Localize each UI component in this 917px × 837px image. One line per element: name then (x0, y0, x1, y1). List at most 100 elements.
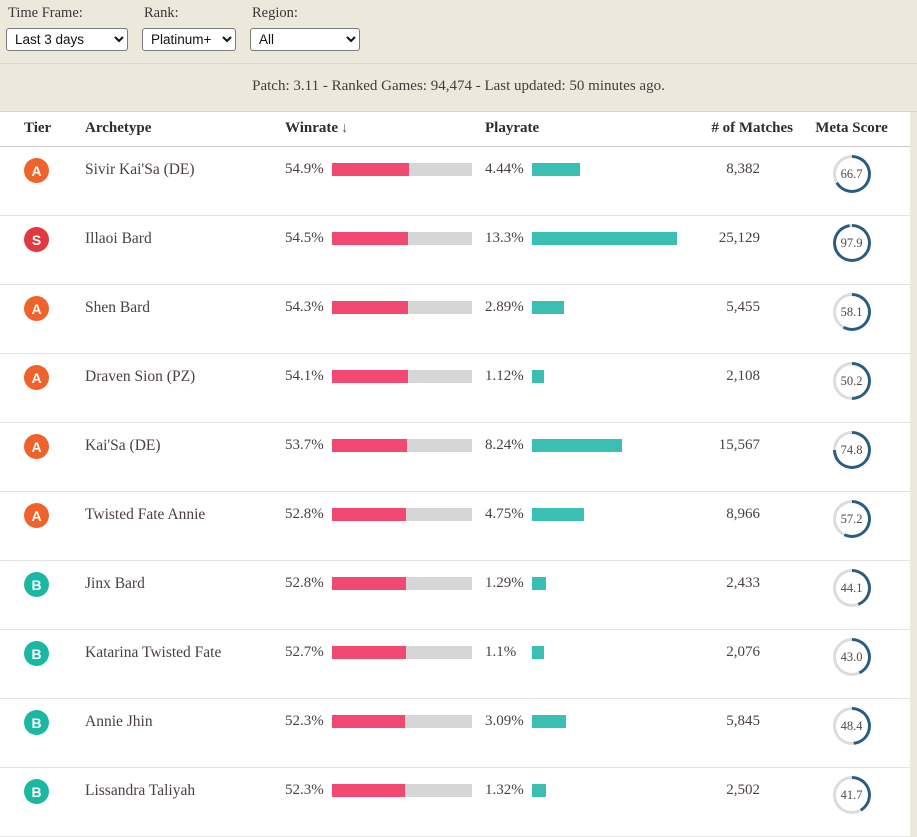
meta-score-gauge: 58.1 (832, 293, 871, 331)
table-row[interactable]: B Annie Jhin 52.3% 3.09% 5,845 48.4 (0, 699, 910, 768)
header-tier[interactable]: Tier (24, 120, 52, 136)
matches-count: 2,433 (726, 575, 760, 591)
winrate-percent: 54.3% (285, 299, 324, 315)
playrate-cell: 1.12% (478, 354, 693, 385)
meta-score-value: 50.2 (835, 365, 868, 397)
archetype-name[interactable]: Jinx Bard (85, 575, 145, 592)
tier-badge: A (24, 296, 49, 321)
playrate-percent: 3.09% (485, 713, 524, 729)
winrate-bar-track (332, 232, 472, 245)
header-winrate[interactable]: Winrate ↓ (280, 120, 478, 137)
meta-score-value: 48.4 (835, 710, 868, 742)
archetype-name[interactable]: Sivir Kai'Sa (DE) (85, 161, 195, 178)
tier-cell: B (0, 699, 75, 735)
matches-count: 5,845 (726, 713, 760, 729)
winrate-percent: 54.9% (285, 161, 324, 177)
archetype-name[interactable]: Illaoi Bard (85, 230, 152, 247)
tier-badge: A (24, 434, 49, 459)
playrate-cell: 1.29% (478, 561, 693, 592)
tier-badge: B (24, 710, 49, 735)
table-row[interactable]: A Kai'Sa (DE) 53.7% 8.24% 15,567 74.8 (0, 423, 910, 492)
table-row[interactable]: B Katarina Twisted Fate 52.7% 1.1% 2,076… (0, 630, 910, 699)
playrate-cell: 1.32% (478, 768, 693, 799)
winrate-cell: 52.3% (280, 699, 478, 730)
table-row[interactable]: A Twisted Fate Annie 52.8% 4.75% 8,966 5… (0, 492, 910, 561)
winrate-cell: 52.7% (280, 630, 478, 661)
table-row[interactable]: B Jinx Bard 52.8% 1.29% 2,433 44.1 (0, 561, 910, 630)
winrate-percent: 52.7% (285, 644, 324, 660)
tier-cell: B (0, 561, 75, 597)
meta-cell: 44.1 (793, 561, 910, 607)
tier-badge: B (24, 641, 49, 666)
winrate-cell: 54.5% (280, 216, 478, 247)
archetype-name[interactable]: Kai'Sa (DE) (85, 437, 161, 454)
region-select[interactable]: All (250, 28, 360, 51)
rank-label: Rank: (144, 5, 179, 21)
winrate-bar-fill (332, 301, 409, 314)
winrate-bar-track (332, 301, 472, 314)
meta-cell: 50.2 (793, 354, 910, 400)
meta-score-value: 58.1 (835, 296, 868, 328)
header-matches[interactable]: # of Matches (711, 120, 793, 136)
winrate-bar-fill (332, 163, 409, 176)
winrate-bar-track (332, 508, 472, 521)
matches-count: 2,076 (726, 644, 760, 660)
playrate-bar (532, 784, 547, 797)
archetype-name[interactable]: Annie Jhin (85, 713, 153, 730)
table-row[interactable]: S Illaoi Bard 54.5% 13.3% 25,129 97.9 (0, 216, 910, 285)
meta-cell: 43.0 (793, 630, 910, 676)
playrate-bar (532, 577, 547, 590)
header-meta-score[interactable]: Meta Score (815, 120, 888, 136)
header-archetype[interactable]: Archetype (85, 120, 152, 136)
table-row[interactable]: A Draven Sion (PZ) 54.1% 1.12% 2,108 50.… (0, 354, 910, 423)
table-row[interactable]: A Shen Bard 54.3% 2.89% 5,455 58.1 (0, 285, 910, 354)
winrate-bar-fill (332, 370, 408, 383)
playrate-percent: 1.29% (485, 575, 524, 591)
winrate-bar-fill (332, 715, 406, 728)
winrate-cell: 54.3% (280, 285, 478, 316)
archetype-name[interactable]: Draven Sion (PZ) (85, 368, 196, 385)
playrate-bar (532, 715, 566, 728)
playrate-bar (532, 508, 584, 521)
playrate-bar (532, 232, 677, 245)
archetype-name[interactable]: Twisted Fate Annie (85, 506, 206, 523)
tier-cell: B (0, 630, 75, 666)
meta-score-gauge: 57.2 (832, 500, 871, 538)
matches-count: 8,966 (726, 506, 760, 522)
table-row[interactable]: B Lissandra Taliyah 52.3% 1.32% 2,502 41… (0, 768, 910, 837)
winrate-bar-track (332, 163, 472, 176)
playrate-percent: 13.3% (485, 230, 524, 246)
playrate-cell: 3.09% (478, 699, 693, 730)
tier-cell: A (0, 423, 75, 459)
winrate-percent: 54.1% (285, 368, 324, 384)
region-label: Region: (252, 5, 298, 21)
timeframe-select[interactable]: Last 3 days (6, 28, 128, 51)
meta-score-gauge: 74.8 (832, 431, 871, 469)
playrate-cell: 1.1% (478, 630, 693, 661)
meta-cell: 57.2 (793, 492, 910, 538)
playrate-cell: 13.3% (478, 216, 693, 247)
matches-count: 8,382 (726, 161, 760, 177)
matches-count: 15,567 (718, 437, 760, 453)
table-row[interactable]: A Sivir Kai'Sa (DE) 54.9% 4.44% 8,382 66… (0, 147, 910, 216)
winrate-cell: 54.1% (280, 354, 478, 385)
tier-badge: B (24, 779, 49, 804)
archetype-name[interactable]: Lissandra Taliyah (85, 782, 196, 799)
tier-cell: S (0, 216, 75, 252)
winrate-percent: 52.3% (285, 713, 324, 729)
meta-score-gauge: 48.4 (832, 707, 871, 745)
matches-count: 5,455 (726, 299, 760, 315)
winrate-percent: 53.7% (285, 437, 324, 453)
rank-select[interactable]: Platinum+ (142, 28, 236, 51)
meta-cell: 58.1 (793, 285, 910, 331)
filters-bar: Time Frame: Last 3 days Rank: Platinum+ … (0, 0, 917, 64)
winrate-cell: 52.8% (280, 561, 478, 592)
tier-cell: A (0, 354, 75, 390)
tier-cell: B (0, 768, 75, 804)
winrate-bar-track (332, 715, 472, 728)
archetype-name[interactable]: Katarina Twisted Fate (85, 644, 222, 661)
archetype-name[interactable]: Shen Bard (85, 299, 151, 316)
header-playrate[interactable]: Playrate (485, 120, 540, 136)
winrate-bar-fill (332, 646, 406, 659)
